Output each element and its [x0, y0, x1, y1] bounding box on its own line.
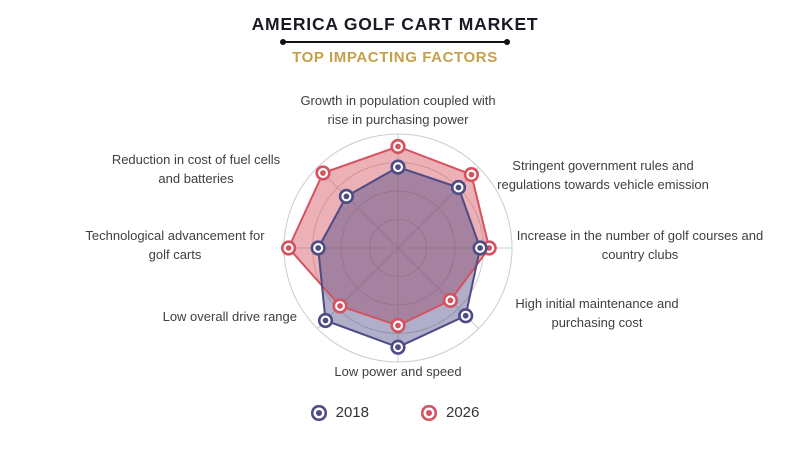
- axis-label-technological-advancement: Technological advancement for golf carts: [85, 228, 265, 262]
- axis-label-growth-in-population: Growth in population coupled with rise i…: [300, 93, 496, 127]
- legend-item-2018[interactable]: 2018: [311, 404, 369, 421]
- chart-legend: 2018 2026: [0, 404, 790, 421]
- page-title: AMERICA GOLF CART MARKET: [251, 14, 539, 34]
- radar-chart: [278, 128, 518, 368]
- axis-label-reduction-fuel-cells: Reduction in cost of fuel cells and batt…: [111, 152, 281, 186]
- axis-label-high-initial-maintenance: High initial maintenance and purchasing …: [515, 296, 679, 330]
- title-divider: [280, 39, 510, 45]
- legend-marker-2026-icon: [426, 409, 432, 416]
- page-subtitle: TOP IMPACTING FACTORS: [292, 49, 498, 66]
- axis-label-low-power-speed: Low power and speed: [334, 364, 462, 379]
- legend-label: 2026: [446, 404, 480, 421]
- axis-label-low-drive-range: Low overall drive range: [162, 309, 297, 324]
- divider-dot: [504, 39, 510, 45]
- chart-header: AMERICA GOLF CART MARKET TOP IMPACTING F…: [0, 14, 790, 66]
- legend-label: 2018: [335, 404, 369, 421]
- legend-marker-2018-icon: [315, 409, 322, 416]
- axis-label-stringent-government-rules: Stringent government rules and regulatio…: [497, 158, 709, 192]
- axis-label-increase-golf-courses: Increase in the number of golf courses a…: [516, 228, 764, 262]
- legend-item-2026[interactable]: 2026: [421, 404, 479, 421]
- divider-dot: [280, 39, 286, 45]
